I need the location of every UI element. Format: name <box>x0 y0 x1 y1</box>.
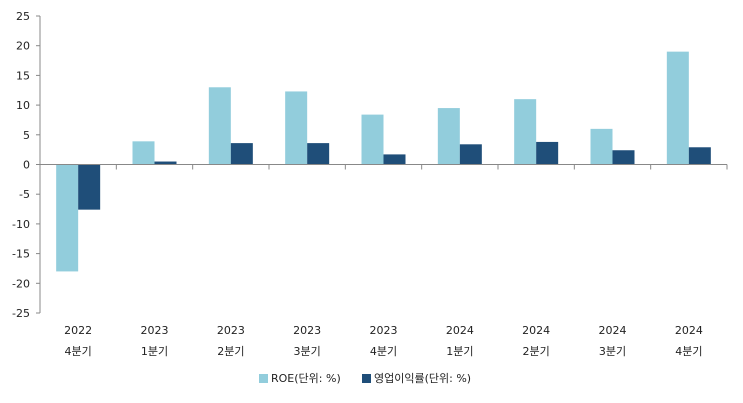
y-axis: -25 -20 -15 -10 -5 0 5 10 15 20 25 <box>12 10 41 320</box>
bar-series-2 <box>230 143 253 165</box>
bar-series-1 <box>208 87 231 165</box>
bar-series-2 <box>78 164 101 210</box>
y-tick-label: 0 <box>23 159 30 172</box>
x-tick-label-year: 2024 <box>675 324 703 337</box>
y-tick-label: -5 <box>19 188 30 201</box>
bar-series-1 <box>361 114 384 165</box>
bar-series-1 <box>590 128 613 165</box>
x-tick-label-quarter: 4분기 <box>65 345 92 358</box>
y-tick-label: -20 <box>12 277 30 290</box>
x-tick-label-quarter: 1분기 <box>446 345 473 358</box>
legend-label-series-2: 영업이익률(단위: %) <box>374 372 471 385</box>
bars <box>56 51 711 272</box>
legend-label-series-1: ROE(단위: %) <box>271 372 341 385</box>
x-tick-label-year: 2024 <box>522 324 550 337</box>
y-tick-label: 20 <box>16 40 30 53</box>
y-tick-label: -15 <box>12 248 30 261</box>
x-axis: 2022 4분기 2023 1분기 2023 2분기 2023 3분기 2023 4분기 2024 1… <box>39 164 728 358</box>
x-tick-label-year: 2024 <box>599 324 627 337</box>
bar-series-1 <box>437 108 460 165</box>
y-tick-label: 5 <box>23 129 30 142</box>
x-tick-label-quarter: 1분기 <box>141 345 168 358</box>
x-tick-label-year: 2022 <box>64 324 92 337</box>
x-tick-label-year: 2024 <box>446 324 474 337</box>
bar-series-1 <box>285 91 308 165</box>
bar-series-2 <box>612 150 635 165</box>
bar-series-2 <box>383 154 406 165</box>
y-tick-label: 15 <box>16 69 30 82</box>
y-tick-label: -10 <box>12 218 30 231</box>
y-tick-label: 10 <box>16 99 30 112</box>
x-tick-label-year: 2023 <box>370 324 398 337</box>
bar-series-1 <box>514 99 537 165</box>
bar-series-1 <box>56 164 79 272</box>
y-tick-label: -25 <box>12 307 30 320</box>
y-tick-label: 25 <box>16 10 30 23</box>
legend: ROE(단위: %) 영업이익률(단위: %) <box>259 372 471 385</box>
bar-series-1 <box>132 141 155 165</box>
bar-series-2 <box>154 161 177 165</box>
legend-swatch-series-1 <box>259 374 268 383</box>
bar-series-2 <box>536 141 559 165</box>
x-tick-label-year: 2023 <box>217 324 245 337</box>
bar-series-1 <box>666 51 689 165</box>
x-tick-label-quarter: 4분기 <box>675 345 702 358</box>
x-tick-label-quarter: 2분기 <box>523 345 550 358</box>
x-tick-label-year: 2023 <box>293 324 321 337</box>
legend-swatch-series-2 <box>362 374 371 383</box>
x-tick-label-quarter: 4분기 <box>370 345 397 358</box>
x-tick-label-year: 2023 <box>141 324 169 337</box>
bar-series-2 <box>307 143 330 165</box>
x-tick-label-quarter: 3분기 <box>294 345 321 358</box>
bar-series-2 <box>459 144 482 165</box>
x-tick-label-quarter: 3분기 <box>599 345 626 358</box>
x-tick-label-quarter: 2분기 <box>217 345 244 358</box>
bar-series-2 <box>688 147 711 165</box>
